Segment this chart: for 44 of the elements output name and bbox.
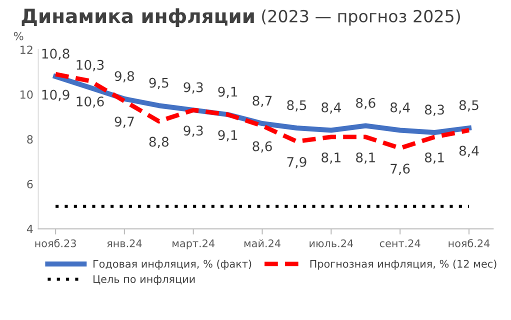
- data-label: 8,3: [424, 104, 444, 116]
- data-label: 8,4: [459, 146, 479, 158]
- data-label: 9,8: [114, 71, 134, 82]
- data-label: 10,8: [42, 48, 70, 60]
- data-label: 7,6: [390, 164, 410, 175]
- y-tick-label: 10: [20, 90, 33, 99]
- data-label: 7,9: [287, 156, 306, 168]
- legend-label: Годовая инфляция, % (факт): [94, 260, 252, 270]
- data-label: 9,1: [218, 130, 238, 142]
- data-label: 9,5: [149, 78, 168, 90]
- chart-subtitle: (2023 — прогноз 2025): [262, 10, 460, 26]
- data-label: 8,7: [252, 96, 272, 108]
- data-label: 8,1: [322, 152, 340, 164]
- y-tick-label: 8: [27, 135, 33, 144]
- data-label: 8,1: [356, 152, 375, 164]
- x-tick-label: сент.24: [380, 239, 420, 248]
- data-label: 8,6: [252, 141, 272, 153]
- data-label: 10,9: [42, 90, 70, 102]
- data-label: 8,5: [287, 100, 306, 112]
- chart-title: Динамика инфляции: [22, 8, 254, 28]
- data-label: 9,3: [184, 82, 203, 94]
- x-tick-label: июль.24: [310, 239, 354, 248]
- y-tick-label: 6: [27, 180, 33, 188]
- data-label: 8,1: [424, 152, 444, 164]
- legend-label: Цель по инфляции: [94, 275, 195, 286]
- data-label: 8,6: [356, 98, 376, 110]
- data-label: 9,7: [114, 116, 134, 128]
- y-tick-label: 4: [26, 224, 33, 234]
- data-label: 8,4: [390, 102, 410, 114]
- x-tick-label: май.24: [244, 239, 280, 248]
- y-tick-label: 12: [20, 46, 32, 54]
- y-axis-title: %: [14, 32, 24, 40]
- data-label: 8,5: [459, 100, 478, 112]
- legend-label: Прогнозная инфляция, % (12 мес): [310, 260, 496, 270]
- data-label: 9,1: [218, 86, 238, 98]
- x-tick-label: нояб.23: [35, 239, 76, 248]
- x-tick-label: март.24: [172, 239, 215, 250]
- data-label: 10,3: [76, 60, 104, 72]
- x-tick-label: янв.24: [107, 239, 142, 248]
- x-tick-label: нояб.24: [448, 239, 490, 248]
- data-label: 9,3: [184, 126, 203, 137]
- data-label: 8,4: [322, 102, 341, 114]
- data-label: 10,6: [76, 96, 104, 108]
- data-label: 8,8: [149, 136, 168, 148]
